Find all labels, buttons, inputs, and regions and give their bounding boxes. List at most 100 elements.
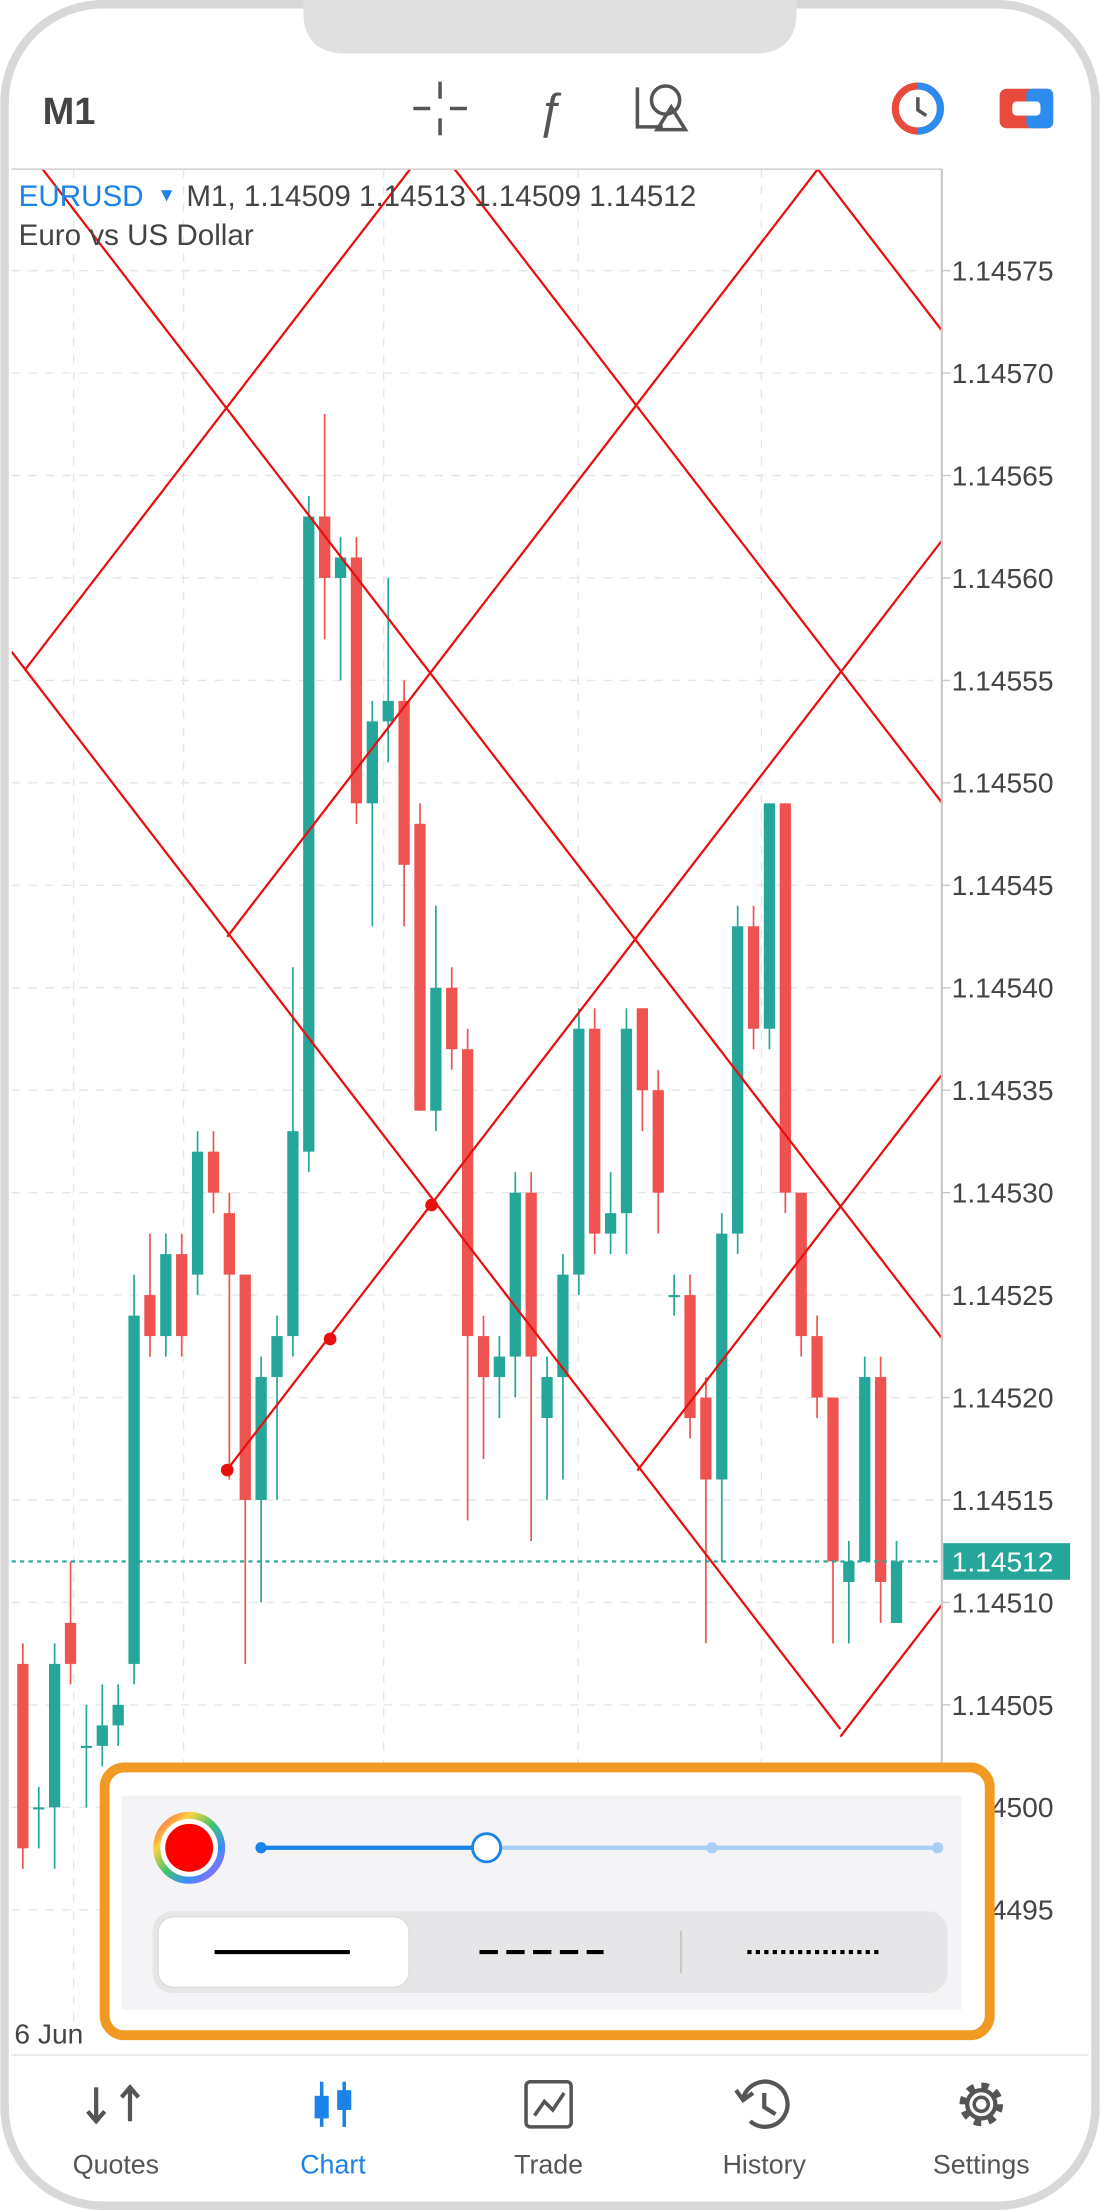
anchor-point[interactable]: [220, 1463, 234, 1477]
slider-stop: [255, 1842, 267, 1854]
crosshair-icon[interactable]: [413, 81, 467, 136]
price-tick-label: 1.14530: [952, 1177, 1054, 1209]
candle-body: [160, 1254, 172, 1337]
candle-body: [176, 1254, 188, 1337]
current-price-box: [943, 1543, 1071, 1580]
price-tick-label: 1.14545: [952, 869, 1054, 901]
candle-body: [303, 516, 315, 1152]
drawn-line: [636, 1072, 942, 1472]
drawn-line: [453, 169, 942, 805]
candle-body: [859, 1377, 871, 1562]
tab-icon: [533, 2092, 566, 2117]
chart-area: [11, 169, 942, 2030]
notch: [303, 0, 797, 54]
slider-stop: [706, 1842, 718, 1854]
candle-body: [620, 1028, 633, 1214]
candle-body: [255, 1377, 267, 1500]
candle-body: [271, 1336, 283, 1378]
current-price-label: 1.14512: [952, 1545, 1054, 1577]
candle-body: [64, 1622, 77, 1664]
candle-body: [716, 1233, 728, 1480]
candle-body: [207, 1151, 220, 1193]
price-tick-label: 1.14535: [952, 1074, 1054, 1106]
candle-body: [414, 823, 426, 1111]
candle-body: [509, 1192, 521, 1357]
tab-label[interactable]: Settings: [933, 2149, 1030, 2179]
tab-label[interactable]: History: [723, 2149, 807, 2179]
signals-icon[interactable]: [891, 82, 944, 135]
price-tick-label: 1.14510: [952, 1586, 1054, 1618]
candle-body: [33, 1807, 45, 1810]
anchor-point[interactable]: [425, 1198, 438, 1212]
drawn-line: [839, 1602, 942, 1738]
candle-body: [700, 1397, 712, 1480]
tab-icon: [86, 2084, 141, 2125]
price-tick-label: 1.14570: [952, 357, 1054, 389]
ohlc-info: M1, 1.14509 1.14513 1.14509 1.14512: [186, 180, 696, 213]
price-tick-label: 1.14520: [952, 1381, 1054, 1413]
drawn-line: [226, 169, 820, 938]
tab-icon: [972, 2095, 991, 2114]
candle-body: [779, 803, 791, 1193]
candle-body: [684, 1295, 696, 1419]
drawn-line: [816, 169, 942, 333]
tab[interactable]: Quotes: [73, 2084, 159, 2179]
candle-body: [334, 557, 347, 578]
candle-body: [557, 1274, 569, 1378]
price-tick-label: 1.14575: [952, 254, 1054, 286]
candle-body: [366, 721, 378, 804]
tab-icon: [741, 2079, 790, 2129]
symbol-description: Euro vs US Dollar: [19, 219, 254, 252]
drawn-line: [24, 169, 412, 670]
slider-stop: [931, 1842, 944, 1854]
selected-color: [165, 1823, 214, 1872]
symbol-dropdown[interactable]: [160, 190, 173, 202]
candle-body: [17, 1663, 29, 1849]
price-tick-label: 1.14540: [952, 972, 1054, 1004]
candle-body: [795, 1192, 807, 1337]
width-slider-knob[interactable]: [471, 1832, 503, 1864]
candle-body: [636, 1008, 648, 1091]
price-axis-labels: 1.14575 1.14570 1.14565 1.14560 1.14555 1.145…: [941, 254, 1071, 1926]
price-tick-label: 1.14550: [952, 767, 1054, 799]
candle-body: [589, 1028, 601, 1234]
tab-label[interactable]: Quotes: [73, 2149, 159, 2179]
anchor-point[interactable]: [323, 1332, 337, 1346]
candle-body: [763, 803, 776, 1029]
candle-body: [461, 1049, 474, 1337]
tab-label[interactable]: Chart: [300, 2149, 366, 2179]
candle-body: [747, 926, 760, 1029]
candle-body: [493, 1356, 506, 1378]
candle-body: [477, 1336, 490, 1378]
candle-body: [732, 926, 744, 1234]
candle-body: [890, 1561, 903, 1623]
candle-body: [874, 1377, 887, 1582]
candle-body: [287, 1131, 299, 1337]
timeframe[interactable]: M1: [43, 91, 96, 133]
tab-icon: [524, 2079, 573, 2129]
tab[interactable]: Trade: [514, 2079, 583, 2180]
date-label: 6 Jun: [14, 2018, 83, 2050]
tab-icon: [762, 2093, 777, 2116]
drawn-line: [11, 651, 842, 1730]
price-tick-label: 1.14555: [952, 664, 1054, 696]
candle-body: [223, 1213, 236, 1275]
tab-icon: [965, 2088, 998, 2121]
tab-icon-group: [734, 2079, 790, 2129]
candle-body: [541, 1377, 553, 1419]
tab[interactable]: History: [723, 2079, 807, 2180]
candle-body: [128, 1315, 140, 1664]
tab[interactable]: Chart: [300, 2081, 366, 2180]
tab-label[interactable]: Trade: [514, 2149, 583, 2179]
tab-icon: [314, 2095, 329, 2119]
candle-body: [398, 700, 410, 865]
indicators-icon[interactable]: ƒ: [537, 85, 564, 138]
candle-body: [668, 1295, 680, 1298]
symbol[interactable]: EURUSD: [19, 180, 144, 213]
tab-icon-group: [314, 2081, 352, 2127]
trade-icon[interactable]: [999, 88, 1054, 129]
tab-icon-group: [524, 2079, 573, 2129]
objects-icon[interactable]: [635, 84, 689, 132]
